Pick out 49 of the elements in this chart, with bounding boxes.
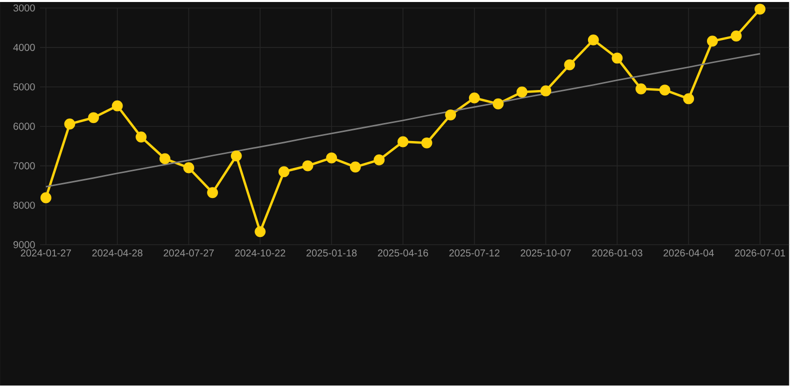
point — [636, 84, 646, 95]
point — [445, 110, 456, 121]
x-tick-label: 2025-01-18 — [306, 250, 357, 257]
point — [564, 60, 576, 70]
point — [374, 154, 385, 166]
point — [278, 166, 290, 178]
y-tick-label: 8000 — [13, 202, 35, 210]
point — [706, 36, 718, 47]
y-tick-label: 3000 — [13, 4, 35, 12]
x-tick-label: 2026-07-01 — [734, 250, 786, 257]
point — [421, 138, 432, 149]
x-tick-label: 2024-04-28 — [92, 250, 142, 257]
y-tick-label: 7000 — [14, 162, 35, 170]
point — [88, 112, 99, 124]
point — [230, 150, 242, 162]
point — [588, 34, 599, 46]
y-tick-label: 9000 — [14, 241, 35, 248]
x-tick-label: 2025-10-07 — [520, 250, 571, 257]
point — [254, 226, 266, 238]
point — [350, 162, 361, 173]
point — [112, 100, 123, 112]
point — [612, 52, 623, 64]
point — [516, 86, 528, 98]
point — [540, 86, 552, 97]
point — [398, 136, 408, 148]
x-tick-label: 2024-01-27 — [20, 250, 71, 257]
x-tick-label: 2024-10-22 — [235, 250, 286, 257]
point — [730, 30, 742, 42]
point — [136, 132, 147, 143]
point — [683, 94, 694, 104]
point — [492, 98, 504, 110]
x-tick-label: 2025-07-12 — [449, 250, 500, 257]
x-tick-label: 2026-04-04 — [664, 250, 714, 257]
point — [40, 192, 52, 204]
y-tick-label: 4000 — [13, 44, 35, 52]
point — [754, 4, 766, 15]
point — [302, 160, 314, 172]
point — [183, 162, 194, 174]
point — [207, 187, 218, 198]
point — [468, 92, 480, 104]
y-tick-label: 6000 — [14, 123, 35, 130]
x-tick-label: 2025-04-16 — [378, 250, 428, 257]
y-tick-label: 5000 — [13, 84, 35, 91]
x-tick-label: 2026-01-03 — [592, 250, 642, 257]
point — [659, 84, 670, 96]
x-tick-label: 2024-07-27 — [164, 250, 214, 257]
point — [64, 118, 76, 130]
point — [326, 152, 338, 164]
point — [159, 153, 170, 164]
